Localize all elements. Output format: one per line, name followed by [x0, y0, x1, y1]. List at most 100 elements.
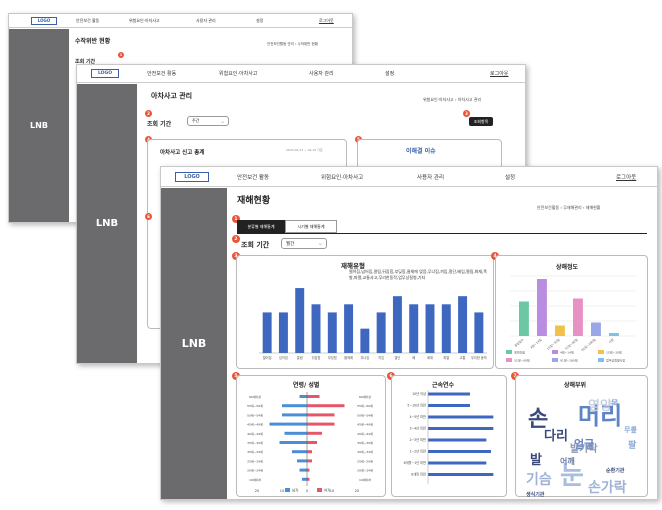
- x-tick-label: 부딪힘: [328, 355, 337, 360]
- x-tick-label: 20: [255, 489, 259, 493]
- logout-link[interactable]: 로그아웃: [319, 18, 334, 23]
- legend-label: 4일~14일: [560, 350, 574, 355]
- bar: [278, 312, 288, 353]
- window-disaster-status: LOGO 안전보건 활동 위험요인·아차사고 사용자 관리 설정 로그아웃 LN…: [160, 166, 658, 500]
- word: 팔: [628, 439, 637, 451]
- bar-male: [282, 404, 307, 408]
- lnb: LNB: [161, 188, 227, 499]
- x-tick-label: 4일~14일: [529, 337, 543, 350]
- bar: [311, 304, 321, 353]
- tenure-chart: 10년 이상 5~10년 미만 4~5년 미만 3~4년 미만 2~3년 미만 1~2년 …: [404, 390, 494, 484]
- y-tick-label: 3~4년 미만: [409, 426, 426, 431]
- y-tick-label-right: 55세~59세: [357, 403, 373, 408]
- logo[interactable]: LOGO: [31, 17, 57, 25]
- y-tick-label: 6개월~1년 미만: [404, 460, 426, 465]
- bar-male: [269, 422, 307, 426]
- nav-item-hazard[interactable]: 위험요인·아차사고: [219, 71, 258, 77]
- bar-female: [307, 477, 310, 481]
- y-tick-label-right: 60세이상: [359, 394, 371, 399]
- nav-item-safety[interactable]: 안전보건 활동: [237, 175, 270, 181]
- x-tick-label: 파열: [443, 355, 449, 360]
- nav-item-hazard[interactable]: 위험요인·아차사고: [321, 175, 364, 181]
- lnb: LNB: [9, 29, 69, 222]
- x-tick-label: 물체에: [344, 355, 353, 360]
- y-tick-label-right: 19세이하: [359, 477, 371, 482]
- y-tick-label-left: 45세~49세: [247, 422, 263, 427]
- page-title: 아차사고 관리: [151, 92, 193, 100]
- panel-tenure: 근속연수 10년 이상 5~10년 미만 4~5년 미만 3~4년 미만 2~3년 미만…: [391, 375, 507, 497]
- nav-item-users[interactable]: 사용자 관리: [309, 71, 334, 77]
- bar: [360, 328, 370, 353]
- nav-item-safety[interactable]: 안전보건 활동: [76, 18, 100, 23]
- period-select[interactable]: 월간 ⌵: [281, 238, 327, 249]
- y-tick-label-left: 25세~29세: [247, 458, 263, 463]
- word: 발: [530, 452, 542, 468]
- y-tick-label-left: 40세~44세: [247, 431, 263, 436]
- legend-label: 31일~90일: [514, 358, 530, 363]
- lnb: LNB: [77, 84, 137, 363]
- bar: [344, 304, 354, 353]
- badge: 2: [145, 110, 152, 117]
- badge: 1: [232, 215, 240, 223]
- legend-label: 91일~180일: [560, 358, 578, 363]
- bar-female: [307, 395, 320, 398]
- bar: [409, 304, 419, 353]
- bar: [376, 312, 386, 353]
- nav-item-users[interactable]: 사용자 관리: [417, 175, 445, 181]
- legend-swatch: [552, 358, 558, 362]
- chevron-down-icon: ⌵: [318, 241, 322, 247]
- badge: 6: [145, 213, 152, 220]
- panel-injury-part: 상해부위 손 다리 발 머리 얼굴 발가락 기슴 손가락 생식기관 순환기관 영양 눈 목 무릎 팔 어깨: [515, 375, 648, 498]
- bar: [295, 288, 305, 353]
- period-select-value: 월간: [286, 241, 295, 247]
- bar-male: [299, 395, 307, 398]
- x-tick-label: 절단: [394, 355, 400, 360]
- filter-label: 조회 기간: [147, 121, 172, 128]
- breadcrumb: 안전보건활동 › 무재해관리 › 재해현황: [537, 205, 601, 210]
- word: 목: [611, 399, 619, 408]
- nav-item-settings[interactable]: 설정: [256, 18, 264, 23]
- nav-item-settings[interactable]: 설정: [385, 71, 395, 77]
- x-tick-label: 91일~180일: [580, 337, 597, 352]
- filter-label: 조회 기간: [241, 241, 270, 249]
- word: 순환기관: [606, 467, 625, 474]
- x-tick-label: 휴업일수: [513, 337, 525, 348]
- breadcrumb: 위험요인·아차사고 › 아차사고 관리: [423, 97, 482, 102]
- nav-item-settings[interactable]: 설정: [505, 175, 516, 181]
- period-select[interactable]: 주간 ⌵: [187, 116, 229, 126]
- panel-title: 연령/ 성별: [293, 382, 320, 389]
- panel-disaster-type: 재해유형 떨어짐,넘어짐,깔림,뒤집힘,부딪힘,물체에 맞음,무너짐,끼임,절단…: [236, 255, 494, 369]
- x-tick-label: 31일~90일: [563, 337, 578, 351]
- logout-link[interactable]: 로그아웃: [490, 71, 509, 77]
- legend-swatch: [552, 350, 558, 354]
- age-gender-chart: 60세이상 60세이상 55세~59세 55세~59세 50세~54세 50세~54세 45…: [247, 392, 373, 493]
- word: 영양: [588, 399, 612, 414]
- panel-title: 근속연수: [432, 382, 455, 389]
- bar-female: [307, 441, 317, 444]
- panel-title: 이해결 이슈: [406, 148, 436, 155]
- nav-item-hazard[interactable]: 위험요인·아차사고: [129, 18, 160, 23]
- x-tick-label: 넘어짐: [279, 355, 288, 360]
- nav-item-safety[interactable]: 안전보건 활동: [147, 71, 177, 77]
- logo[interactable]: LOGO: [91, 69, 119, 78]
- y-tick-label: 1~2년 미만: [409, 449, 426, 454]
- logout-link[interactable]: 로그아웃: [616, 175, 637, 181]
- logo[interactable]: LOGO: [175, 172, 209, 182]
- query-button[interactable]: 조회항목: [469, 117, 493, 126]
- y-tick-label: 5~10년 미만: [407, 403, 426, 408]
- nav-item-users[interactable]: 사용자 관리: [196, 18, 216, 23]
- tab-by-period[interactable]: 시기별 재해통계: [285, 220, 337, 233]
- x-tick-label: 화재: [427, 355, 433, 360]
- word: 얼굴: [574, 437, 594, 451]
- bar-male: [292, 450, 307, 454]
- bar: [428, 461, 487, 465]
- legend-swatch: [598, 350, 604, 354]
- bar-male: [279, 441, 307, 444]
- x-tick-label: 10: [280, 489, 284, 493]
- tab-by-category[interactable]: 분류별 재해통계: [237, 220, 285, 233]
- word: 손가락: [588, 480, 627, 496]
- y-tick-label-right: 45세~49세: [357, 422, 373, 427]
- y-tick-label-left: 50세~54세: [247, 412, 263, 417]
